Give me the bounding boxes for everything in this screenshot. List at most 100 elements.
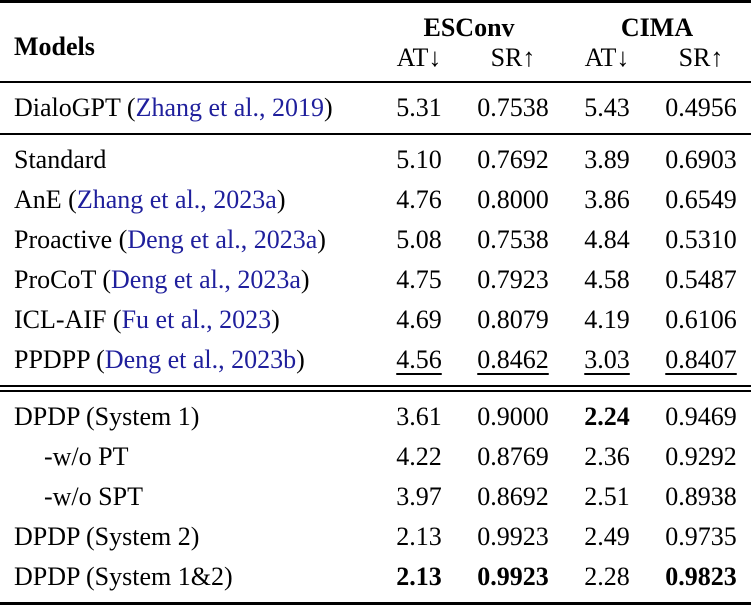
model-name-suffix: )	[296, 345, 305, 374]
metric-cell: 2.28	[584, 562, 630, 591]
metric-cell: 4.56	[396, 345, 442, 374]
model-name-cell: ProCoT (Deng et al., 2023a)	[0, 260, 375, 300]
model-name-suffix: )	[300, 265, 310, 294]
metric-cell: 3.89	[584, 145, 630, 174]
metric-cell: 0.9923	[477, 522, 549, 551]
table-row-standard: Standard 5.10 0.7692 3.89 0.6903	[0, 134, 751, 180]
table-row-ppdpp: PPDPP (Deng et al., 2023b) 4.56 0.8462 3…	[0, 340, 751, 389]
model-name-suffix: )	[324, 93, 333, 122]
metric-cell: 2.49	[584, 522, 630, 551]
metric-cell: 0.5310	[665, 225, 737, 254]
metric-cell: 5.08	[396, 225, 442, 254]
section-baselines: Standard 5.10 0.7692 3.89 0.6903 AnE (Zh…	[0, 134, 751, 389]
table-row-wo-spt: -w/o SPT 3.97 0.8692 2.51 0.8938	[0, 477, 751, 517]
model-name-cell: Standard	[14, 145, 107, 174]
metric-cell: 3.86	[584, 185, 630, 214]
metric-cell: 0.8692	[477, 482, 549, 511]
metric-cell: 0.6549	[665, 185, 737, 214]
metric-cell: 4.58	[584, 265, 630, 294]
metric-cell: 0.6903	[665, 145, 737, 174]
model-name-cell: DialoGPT (Zhang et al., 2019)	[0, 82, 375, 134]
table-row-dpdp-system1: DPDP (System 1) 3.61 0.9000 2.24 0.9469	[0, 389, 751, 438]
table-header: Models ESConv CIMA AT↓ SR↑ AT↓ SR↑	[0, 2, 751, 82]
model-name-cell: PPDPP (Deng et al., 2023b)	[0, 340, 375, 389]
model-name: Proactive (	[14, 225, 128, 254]
metric-cell: 5.43	[584, 93, 630, 122]
model-name-cell: DPDP (System 1)	[14, 402, 200, 431]
metric-cell: 4.76	[396, 185, 442, 214]
metric-cell: 2.13	[396, 562, 442, 591]
metric-cell: 0.7923	[477, 265, 549, 294]
metric-cell: 0.8079	[477, 305, 549, 334]
metric-cell: 4.69	[396, 305, 442, 334]
citation-link[interactable]: Deng et al., 2023b	[104, 345, 297, 374]
model-name: ProCoT (	[14, 265, 112, 294]
metric-cell: 0.8462	[477, 345, 549, 374]
group-header-esconv: ESConv	[423, 13, 515, 42]
metric-cell: 3.61	[396, 402, 442, 431]
section-dialogpt: DialoGPT (Zhang et al., 2019) 5.31 0.753…	[0, 82, 751, 134]
model-name: DialoGPT (	[14, 93, 136, 122]
table-row-dialogpt: DialoGPT (Zhang et al., 2019) 5.31 0.753…	[0, 82, 751, 134]
metric-cell: 0.9823	[665, 562, 737, 591]
citation-link[interactable]: Deng et al., 2023a	[111, 265, 301, 294]
model-name-cell: DPDP (System 2)	[14, 522, 200, 551]
metric-cell: 4.75	[396, 265, 442, 294]
table-row-ane: AnE (Zhang et al., 2023a) 4.76 0.8000 3.…	[0, 180, 751, 220]
metric-cell: 0.9292	[665, 442, 737, 471]
metric-cell: 2.13	[396, 522, 442, 551]
metric-cell: 5.10	[396, 145, 442, 174]
citation-link[interactable]: Deng et al., 2023a	[127, 225, 318, 254]
header-group-row: Models ESConv CIMA	[0, 2, 751, 60]
metric-cell: 0.7538	[477, 225, 549, 254]
table-row-procot: ProCoT (Deng et al., 2023a) 4.75 0.7923 …	[0, 260, 751, 300]
model-name: PPDPP (	[14, 345, 105, 374]
table-row-icl-aif: ICL-AIF (Fu et al., 2023) 4.69 0.8079 4.…	[0, 300, 751, 340]
subheader-at-cima: AT↓	[584, 43, 630, 72]
model-name: AnE (	[14, 185, 77, 214]
metric-cell: 0.6106	[665, 305, 737, 334]
model-name-suffix: )	[317, 225, 326, 254]
header-metric-row: AT↓ SR↑ AT↓ SR↑	[0, 43, 751, 82]
metric-cell: 4.84	[584, 225, 630, 254]
citation-link[interactable]: Zhang et al., 2023a	[76, 185, 277, 214]
group-header-cima: CIMA	[620, 13, 694, 42]
metric-cell: 0.9469	[665, 402, 737, 431]
metric-cell: 4.22	[396, 442, 442, 471]
metric-cell: 3.97	[396, 482, 442, 511]
metric-cell: 0.4956	[665, 93, 737, 122]
metric-cell: 4.19	[584, 305, 630, 334]
model-name-cell: AnE (Zhang et al., 2023a)	[0, 180, 375, 220]
metric-cell: 0.9735	[665, 522, 737, 551]
model-name-cell: -w/o SPT	[44, 482, 143, 511]
model-name-suffix: )	[271, 305, 280, 334]
subheader-sr-cima: SR↑	[678, 43, 724, 72]
metric-cell: 0.8938	[665, 482, 737, 511]
model-name-cell: Proactive (Deng et al., 2023a)	[0, 220, 375, 260]
metric-cell: 0.9923	[477, 562, 549, 591]
model-name-cell: -w/o PT	[44, 442, 129, 471]
metric-cell: 5.31	[396, 93, 442, 122]
subheader-sr-esconv: SR↑	[490, 43, 536, 72]
subheader-at-esconv: AT↓	[396, 43, 442, 72]
model-name: ICL-AIF (	[14, 305, 122, 334]
metric-cell: 0.5487	[665, 265, 737, 294]
metric-cell: 2.36	[584, 442, 630, 471]
metric-cell: 0.8769	[477, 442, 549, 471]
model-name-cell: DPDP (System 1&2)	[14, 562, 233, 591]
table-row-proactive: Proactive (Deng et al., 2023a) 5.08 0.75…	[0, 220, 751, 260]
metric-cell: 0.8000	[477, 185, 549, 214]
table-row-dpdp-system1and2: DPDP (System 1&2) 2.13 0.9923 2.28 0.982…	[0, 557, 751, 604]
table-row-dpdp-system2: DPDP (System 2) 2.13 0.9923 2.49 0.9735	[0, 517, 751, 557]
metric-cell: 0.7538	[477, 93, 549, 122]
metric-cell: 2.24	[584, 402, 630, 431]
section-dpdp: DPDP (System 1) 3.61 0.9000 2.24 0.9469 …	[0, 389, 751, 604]
citation-link[interactable]: Fu et al., 2023	[121, 305, 272, 334]
model-name-cell: ICL-AIF (Fu et al., 2023)	[0, 300, 375, 340]
models-column-header: Models	[14, 32, 95, 61]
metric-cell: 3.03	[584, 345, 630, 374]
metric-cell: 0.8407	[665, 345, 737, 374]
model-name-suffix: )	[276, 185, 286, 214]
citation-link[interactable]: Zhang et al., 2019	[135, 93, 325, 122]
